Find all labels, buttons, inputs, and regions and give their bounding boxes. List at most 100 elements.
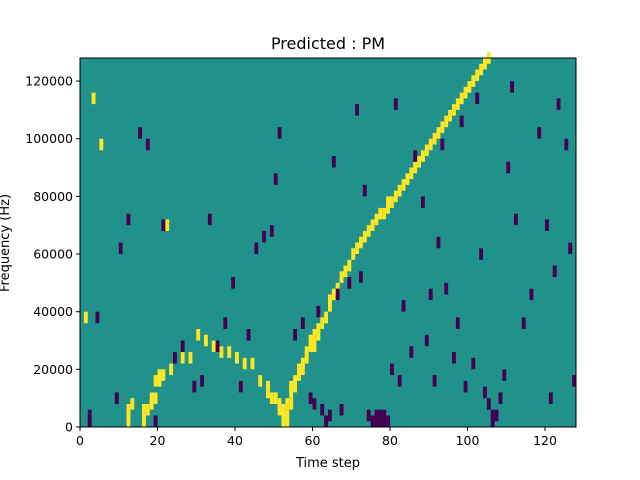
heatmap-cell-high <box>161 369 166 381</box>
heatmap-cell-low <box>463 380 468 393</box>
heatmap-cell-high <box>242 357 247 370</box>
heatmap-cells <box>83 52 577 427</box>
heatmap-cell-low <box>173 352 177 364</box>
heatmap-cell-low <box>471 357 476 370</box>
heatmap-cell-low <box>537 127 542 139</box>
heatmap-cell-high <box>285 409 290 422</box>
heatmap-cell-high <box>227 346 232 358</box>
heatmap-cell-low <box>568 242 573 255</box>
heatmap-cell-high <box>444 115 449 128</box>
heatmap-cell-high <box>289 380 294 393</box>
heatmap-cell-high <box>157 369 162 381</box>
heatmap-cell-low <box>378 415 383 427</box>
heatmap-cell-high <box>393 190 398 203</box>
heatmap-cell-low <box>494 409 499 422</box>
x-axis-ticks: 0 20 40 60 80 100 120 <box>76 427 557 448</box>
y-tick-label: 0 <box>65 420 73 435</box>
y-tick-label: 100000 <box>25 131 73 146</box>
heatmap-cell-low <box>262 230 267 243</box>
heatmap-cell-high <box>269 392 274 404</box>
heatmap-cell-high <box>273 392 278 404</box>
heatmap-cell-low <box>192 380 197 393</box>
heatmap-cell-high <box>91 92 96 105</box>
heatmap-cell-high <box>126 403 131 416</box>
heatmap-cell-low <box>335 288 340 301</box>
heatmap-cell-low <box>374 409 379 422</box>
heatmap-cell-low <box>118 242 123 255</box>
heatmap-cell-high <box>142 415 146 427</box>
heatmap-cell-high <box>374 213 379 226</box>
heatmap-cell-low <box>382 415 387 427</box>
heatmap-cell-low <box>207 213 212 226</box>
heatmap-cell-low <box>432 375 437 387</box>
heatmap-cell-low <box>246 328 251 341</box>
heatmap-cell-high <box>471 75 476 87</box>
heatmap-cell-high <box>277 403 282 416</box>
heatmap-cell-high <box>339 271 344 283</box>
heatmap-cell-low <box>452 352 456 364</box>
heatmap-cell-low <box>572 375 577 387</box>
heatmap-cell-high <box>316 323 321 335</box>
heatmap-cell-high <box>386 196 391 208</box>
heatmap-cell-low <box>455 317 460 329</box>
heatmap-cell-high <box>359 236 363 249</box>
heatmap-cell-low <box>231 277 236 289</box>
heatmap-cell-high <box>300 357 305 370</box>
heatmap-cell-high <box>463 86 468 99</box>
heatmap-cell-high <box>409 167 414 180</box>
heatmap-cell-high <box>328 294 332 306</box>
heatmap-cell-low <box>564 138 569 151</box>
heatmap-cell-high <box>401 179 406 191</box>
heatmap-cell-low <box>401 300 406 312</box>
heatmap-cell-low <box>479 248 484 260</box>
heatmap-cell-high <box>324 311 329 324</box>
heatmap-cell-high <box>266 380 270 393</box>
heatmap-cell-low <box>87 409 92 422</box>
heatmap-cell-high <box>417 156 422 168</box>
heatmap-cell-high <box>479 63 484 76</box>
heatmap-cell-low <box>324 415 329 427</box>
heatmap-cell-high <box>424 144 429 157</box>
heatmap-cell-low <box>413 150 418 162</box>
heatmap-cell-high <box>475 69 480 82</box>
heatmap-cell-high <box>459 92 464 105</box>
heatmap-cell-low <box>421 196 425 208</box>
heatmap-cell-low <box>308 392 313 404</box>
plot-area <box>80 52 577 427</box>
heatmap-cell-low <box>114 392 119 404</box>
heatmap-cell-high <box>370 219 375 231</box>
heatmap-cell-low <box>502 369 507 381</box>
heatmap-cell-high <box>285 398 290 410</box>
heatmap-cell-low <box>362 184 367 197</box>
x-axis-label: Time step <box>295 456 360 471</box>
heatmap-cell-high <box>405 173 410 185</box>
heatmap-cell-high <box>355 242 360 255</box>
heatmap-cell-low <box>424 334 429 347</box>
heatmap-cell-high <box>211 340 216 353</box>
plot-frame <box>79 57 577 428</box>
heatmap-cell-high <box>428 138 433 151</box>
heatmap-cell-high <box>362 230 367 243</box>
x-tick-label: 120 <box>533 433 557 448</box>
heatmap-cell-low <box>436 236 441 249</box>
heatmap-cell-high <box>331 288 336 301</box>
heatmap-cell-low <box>215 340 220 353</box>
heatmap-cell-low <box>312 398 317 410</box>
heatmap-cell-low <box>293 328 298 341</box>
heatmap-cell-high <box>467 81 472 93</box>
heatmap-cell-low <box>483 386 487 399</box>
heatmap-cell-low <box>444 282 449 295</box>
heatmap-cell-low <box>386 415 391 427</box>
heatmap-cell-high <box>378 207 383 220</box>
heatmap-cell-low <box>378 409 383 422</box>
heatmap-cell-low <box>390 363 394 376</box>
heatmap-cell-low <box>514 213 518 226</box>
heatmap-cell-low <box>545 219 549 231</box>
heatmap-cell-low <box>552 265 557 278</box>
heatmap-cell-high <box>188 352 193 364</box>
heatmap-cell-high <box>99 138 104 151</box>
heatmap-cell-high <box>432 132 437 145</box>
heatmap-cell-low <box>223 317 228 329</box>
heatmap-cell-high <box>421 150 425 162</box>
